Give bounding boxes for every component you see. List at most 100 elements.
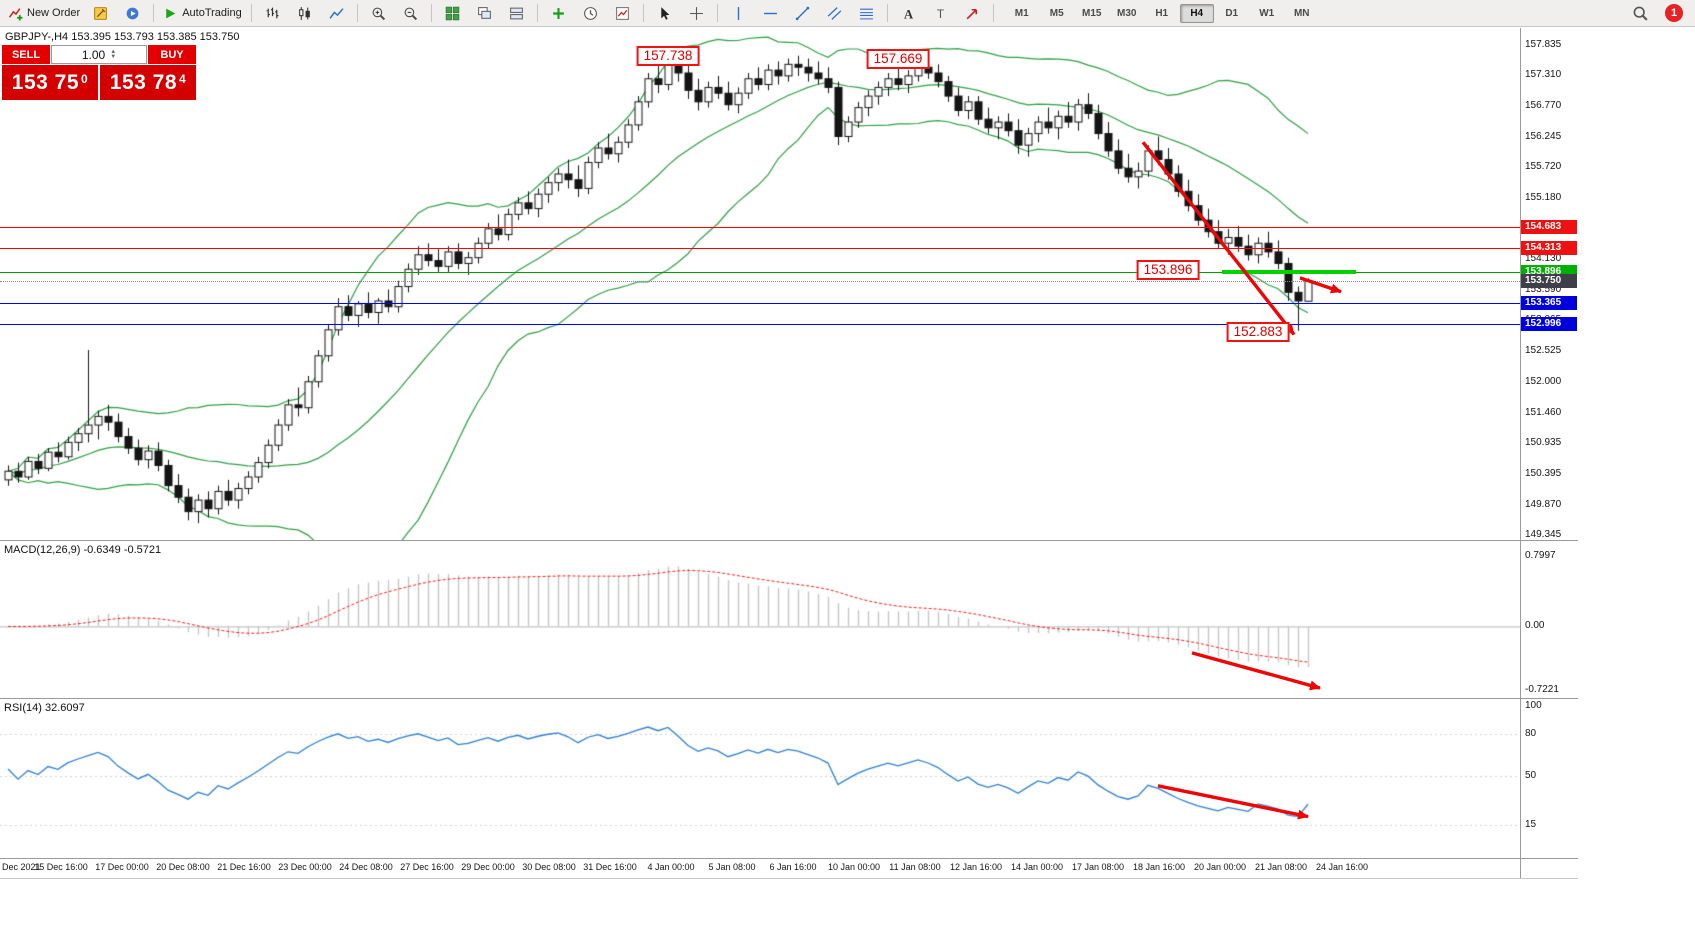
cursor-icon <box>661 6 670 20</box>
price-annotation[interactable]: 157.669 <box>866 48 930 69</box>
indicators-button[interactable] <box>543 2 574 25</box>
sell-button[interactable]: SELL <box>2 45 50 64</box>
toolbar-separator <box>716 4 718 22</box>
search-button[interactable] <box>1624 2 1655 25</box>
sell-price-button[interactable]: 153 75 0 <box>2 65 98 100</box>
tile-windows-icon <box>445 6 459 20</box>
channel-button[interactable] <box>819 2 850 25</box>
sell-price-value: 153 75 <box>11 70 80 94</box>
label-tool-button[interactable]: T <box>925 2 956 25</box>
candlestick-chart-button[interactable] <box>289 2 320 25</box>
autotrading-button[interactable]: AutoTrading <box>159 2 246 25</box>
horizontal-line-button[interactable] <box>755 2 786 25</box>
price-annotation[interactable]: 152.883 <box>1226 321 1290 342</box>
toolbar-separator <box>430 4 432 22</box>
notification-badge[interactable]: 1 <box>1665 4 1683 22</box>
one-click-trading-widget: SELL 1.00 ▲ ▼ BUY 153 75 0 153 78 4 <box>2 45 196 100</box>
price-axis-label: 149.345 <box>1525 529 1562 540</box>
channel-icon <box>827 6 842 20</box>
templates-button[interactable] <box>607 2 638 25</box>
svg-text:T: T <box>937 7 944 20</box>
toolbar-separator <box>886 4 888 22</box>
time-axis-label: 29 Dec 00:00 <box>461 862 515 872</box>
price-axis-label: 150.395 <box>1525 468 1562 480</box>
rsi-axis-label: 50 <box>1525 770 1537 781</box>
cascade-windows-icon <box>477 6 491 19</box>
horizontal-line-154.683[interactable] <box>0 226 1520 228</box>
trendline-button[interactable] <box>787 2 818 25</box>
time-axis-label: 27 Dec 16:00 <box>400 862 454 872</box>
timeframe-button-m1[interactable]: M1 <box>1014 7 1029 19</box>
window-bottom-border <box>0 878 1578 879</box>
timeframe-button-m30[interactable]: M30 <box>1116 7 1137 19</box>
zoom-out-button[interactable] <box>395 2 426 25</box>
volume-up-button[interactable]: ▲ <box>110 48 117 55</box>
fibonacci-button[interactable] <box>851 2 882 25</box>
rsi-panel-canvas[interactable] <box>0 698 1522 858</box>
support-line-segment[interactable] <box>1222 270 1356 275</box>
periods-button[interactable] <box>575 2 606 25</box>
price-axis-label: 154.130 <box>1525 252 1562 264</box>
timeframe-group: M1 M5 M15 M30 H1 H4 D1 W1 MN <box>1005 3 1319 23</box>
timeframe-button-w1[interactable]: W1 <box>1259 7 1275 19</box>
text-tool-icon: A <box>904 7 914 21</box>
crosshair-button[interactable] <box>681 2 712 25</box>
time-axis-label: Dec 2021 <box>2 862 41 872</box>
search-icon <box>1633 6 1648 21</box>
autotrading-label: AutoTrading <box>182 7 242 19</box>
bar-chart-button[interactable] <box>257 2 288 25</box>
macd-panel-canvas[interactable] <box>0 540 1522 698</box>
metaeditor-button[interactable] <box>85 2 116 25</box>
timeframe-button-mn[interactable]: MN <box>1293 7 1310 19</box>
timeframe-button-h4[interactable]: H4 <box>1179 3 1214 23</box>
timeframe-button-m15[interactable]: M15 <box>1081 7 1102 19</box>
timeframe-button-h1[interactable]: H1 <box>1155 7 1169 19</box>
horizontal-line-154.313[interactable] <box>0 248 1520 250</box>
buy-button[interactable]: BUY <box>148 45 196 64</box>
volume-down-button[interactable]: ▼ <box>110 53 117 60</box>
horizontal-line-153.896[interactable] <box>0 272 1520 274</box>
text-tool-button[interactable]: A <box>893 2 924 25</box>
new-order-button[interactable]: New Order <box>4 2 84 25</box>
vertical-line-icon <box>737 6 739 20</box>
arrange-windows-icon <box>509 7 523 19</box>
arrow-shapes-button[interactable] <box>957 2 988 25</box>
panel-separator <box>0 858 1578 859</box>
time-axis-label: 21 Dec 16:00 <box>217 862 271 872</box>
arrow-shapes-icon <box>966 8 977 19</box>
vertical-line-button[interactable] <box>723 2 754 25</box>
timeframe-button-d1[interactable]: D1 <box>1225 7 1239 19</box>
zoom-in-button[interactable] <box>363 2 394 25</box>
horizontal-line-153.365[interactable] <box>0 302 1520 304</box>
new-order-label: New Order <box>27 7 81 19</box>
line-chart-button[interactable] <box>321 2 352 25</box>
toolbar: New Order AutoTrading <box>0 0 1695 27</box>
panel-separator[interactable] <box>0 698 1578 699</box>
price-line-badge-154.313: 154.313 <box>1521 241 1577 256</box>
toolbar-separator <box>153 4 155 22</box>
candlestick-chart-icon <box>298 6 310 20</box>
time-axis-label: 6 Jan 16:00 <box>769 862 817 872</box>
price-line-badge-153.365: 153.365 <box>1521 295 1577 310</box>
buy-price-button[interactable]: 153 78 4 <box>100 65 196 100</box>
price-chart-canvas[interactable] <box>0 28 1522 540</box>
macd-axis-label: 0.00 <box>1525 620 1545 632</box>
price-axis-label: 152.000 <box>1525 375 1562 387</box>
price-axis-label: 157.835 <box>1525 39 1562 50</box>
toolbar-separator <box>642 4 644 22</box>
price-annotation[interactable]: 153.896 <box>1136 260 1200 281</box>
time-axis-label: 24 Dec 08:00 <box>339 862 393 872</box>
tile-windows-button[interactable] <box>437 2 468 25</box>
horizontal-line-152.996[interactable] <box>0 324 1520 326</box>
cascade-windows-button[interactable] <box>469 2 500 25</box>
cursor-button[interactable] <box>649 2 680 25</box>
strategy-tester-button[interactable] <box>117 2 148 25</box>
panel-separator[interactable] <box>0 540 1578 541</box>
toolbar-separator <box>992 4 994 22</box>
volume-input[interactable]: 1.00 ▲ ▼ <box>51 45 147 64</box>
price-annotation[interactable]: 157.738 <box>636 46 700 67</box>
timeframe-button-m5[interactable]: M5 <box>1049 7 1064 19</box>
arrange-windows-button[interactable] <box>501 2 532 25</box>
buy-price-value: 153 78 <box>109 70 178 94</box>
